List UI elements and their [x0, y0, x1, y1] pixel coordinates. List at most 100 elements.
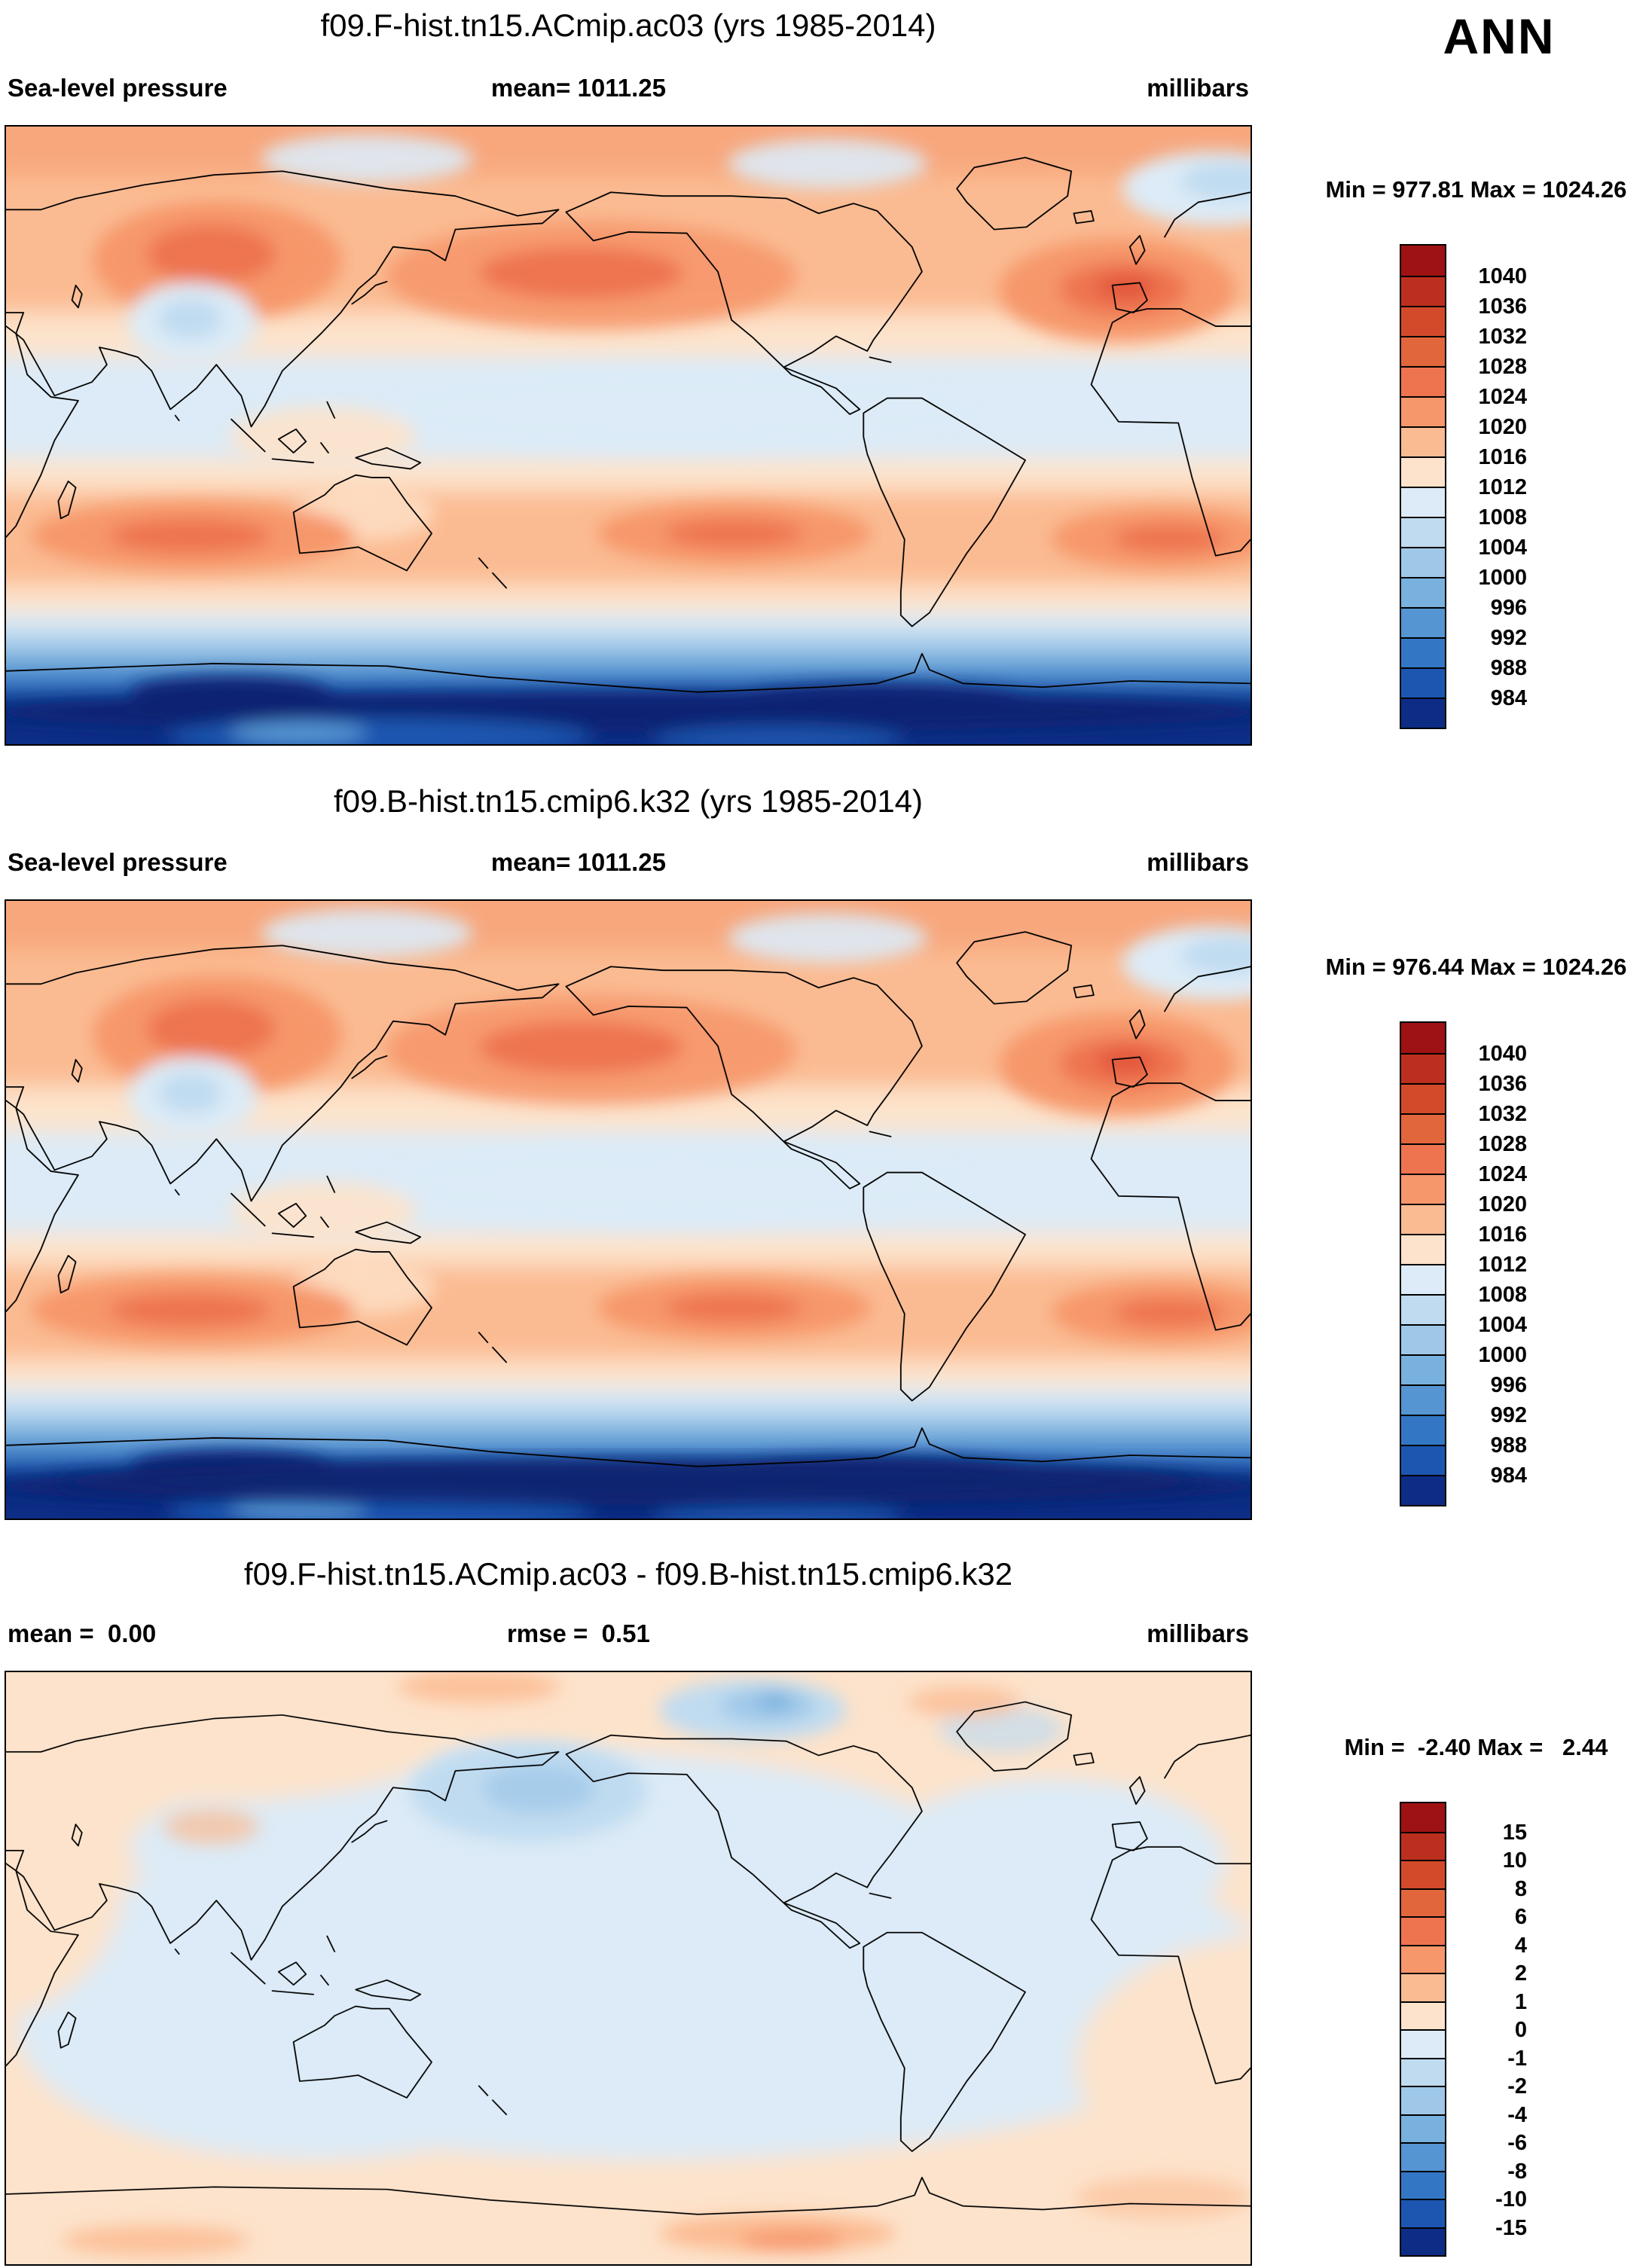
- colorbar-cells: [1400, 1021, 1446, 1506]
- colorbar-cell: [1401, 246, 1445, 276]
- colorbar-cell: [1401, 366, 1445, 396]
- difference-field: [6, 1672, 1250, 2264]
- colorbar-tick-label: 992: [1490, 1403, 1527, 1427]
- pressure-field-tweak: [56, 1458, 1201, 1504]
- panel2-subrow: Sea-level pressure mean= 1011.25 milliba…: [6, 848, 1250, 881]
- colorbar-cell: [1401, 2199, 1445, 2227]
- colorbar-cell: [1401, 607, 1445, 637]
- panel2-title: f09.B-hist.tn15.cmip6.k32 (yrs 1985-2014…: [333, 783, 924, 819]
- colorbar-cell: [1401, 1944, 1445, 1973]
- panel1-variable-label: Sea-level pressure: [8, 74, 228, 102]
- colorbar-cell: [1401, 1294, 1445, 1324]
- colorbar-tick-label: 1012: [1478, 1253, 1527, 1277]
- colorbar-tick-label: 984: [1490, 686, 1527, 710]
- colorbar-tick-label: 1024: [1478, 1162, 1527, 1186]
- colorbar-tick-label: 1000: [1478, 566, 1527, 590]
- colorbar-tick-label: 8: [1514, 1876, 1527, 1901]
- colorbar-tick-label: 1020: [1478, 415, 1527, 439]
- colorbar-tick-label: 1036: [1478, 1072, 1527, 1096]
- colorbar-tick-label: 6: [1514, 1905, 1527, 1929]
- panel1-mean-label: mean= 1011.25: [490, 74, 666, 102]
- colorbar-cell: [1401, 1445, 1445, 1475]
- colorbar-tick-label: 988: [1490, 656, 1527, 680]
- colorbar-cells: [1400, 1802, 1446, 2257]
- colorbar-cell: [1401, 2001, 1445, 2029]
- colorbar-cell: [1401, 547, 1445, 577]
- colorbar-tick-label: -6: [1507, 2131, 1527, 2155]
- colorbar-cell: [1401, 1143, 1445, 1174]
- pressure-map-canvas-2: [6, 901, 1250, 1519]
- colorbar-tick-label: -8: [1507, 2159, 1527, 2184]
- colorbar-cell: [1401, 667, 1445, 697]
- colorbar-tick-label: 1008: [1478, 1283, 1527, 1307]
- colorbar-tick-label: 1016: [1478, 1223, 1527, 1247]
- season-label: ANN: [1443, 8, 1556, 64]
- colorbar-tick-label: 1004: [1478, 1313, 1527, 1337]
- colorbar-cell: [1401, 1384, 1445, 1415]
- colorbar-cell: [1401, 1174, 1445, 1204]
- colorbar-cell: [1401, 336, 1445, 366]
- colorbar-tick-label: -1: [1507, 2046, 1527, 2071]
- colorbar-cell: [1401, 1324, 1445, 1354]
- panel2-colorbar: 1040 1036 1032 1028 1024 1020 1016 1012 1008 1004…: [1400, 1021, 1527, 1506]
- panel3-colorbar: 15 10 8 6 4 2 1 0 -1 -2 -4 -6 -8 -10 -15: [1400, 1802, 1527, 2257]
- colorbar-cell: [1401, 2227, 1445, 2255]
- colorbar-tick-label: 992: [1490, 626, 1527, 650]
- colorbar-cell: [1401, 306, 1445, 336]
- panel2-mean-label: mean= 1011.25: [490, 848, 666, 876]
- panel1-units-label: millibars: [1147, 74, 1249, 102]
- colorbar-tick-label: 1032: [1478, 325, 1527, 349]
- colorbar-cell: [1401, 2086, 1445, 2114]
- colorbar-tick-label: 996: [1490, 596, 1527, 620]
- colorbar-cell: [1401, 1475, 1445, 1505]
- colorbar-cell: [1401, 456, 1445, 487]
- colorbar-cell: [1401, 396, 1445, 426]
- colorbar-tick-label: 988: [1490, 1433, 1527, 1458]
- colorbar-cell: [1401, 1204, 1445, 1234]
- colorbar-tick-label: 1012: [1478, 475, 1527, 499]
- colorbar-tick-label: 1032: [1478, 1102, 1527, 1126]
- panel2-variable-label: Sea-level pressure: [8, 848, 228, 876]
- colorbar-tick-label: 1016: [1478, 445, 1527, 469]
- colorbar-cell: [1401, 1354, 1445, 1384]
- colorbar-tick-label: 1028: [1478, 355, 1527, 379]
- colorbar-tick-label: 1036: [1478, 295, 1527, 319]
- colorbar-cell: [1401, 487, 1445, 517]
- colorbar-tick-label: 1008: [1478, 505, 1527, 530]
- colorbar-cell: [1401, 1860, 1445, 1888]
- colorbar-cell: [1401, 1023, 1445, 1053]
- colorbar-cells: [1400, 244, 1446, 729]
- colorbar-cell: [1401, 2142, 1445, 2171]
- colorbar-tick-label: -15: [1495, 2215, 1527, 2240]
- colorbar-tick-label: 984: [1490, 1464, 1527, 1488]
- panel3-title: f09.F-hist.tn15.ACmip.ac03 - f09.B-hist.…: [243, 1556, 1013, 1592]
- colorbar-cell: [1401, 517, 1445, 547]
- colorbar-tick-label: 15: [1502, 1820, 1527, 1845]
- colorbar-cell: [1401, 1113, 1445, 1143]
- colorbar-tick-label: 1040: [1478, 1042, 1527, 1066]
- panel2-map: [5, 899, 1252, 1520]
- colorbar-cell: [1401, 2057, 1445, 2086]
- colorbar-cell: [1401, 637, 1445, 667]
- panel2-minmax: Min = 976.44 Max = 1024.26: [1325, 954, 1627, 980]
- colorbar-cell: [1401, 577, 1445, 607]
- panel3-minmax: Min = -2.40 Max = 2.44: [1344, 1734, 1608, 1760]
- colorbar-tick-label: 1004: [1478, 536, 1527, 560]
- colorbar-cell: [1401, 1053, 1445, 1083]
- panel3-map: [5, 1671, 1252, 2266]
- colorbar-tick-label: 1024: [1478, 385, 1527, 409]
- colorbar-cell: [1401, 1415, 1445, 1445]
- difference-map-canvas: [6, 1672, 1250, 2264]
- pressure-map-canvas-1: [6, 127, 1250, 744]
- colorbar-cell: [1401, 1973, 1445, 2001]
- panel1-colorbar: 1040 1036 1032 1028 1024 1020 1016 1012 1008 1004…: [1400, 244, 1527, 729]
- colorbar-cell: [1401, 1803, 1445, 1832]
- panel3-subrow: mean = 0.00 rmse = 0.51 millibars: [6, 1619, 1250, 1653]
- colorbar-cell: [1401, 1888, 1445, 1916]
- colorbar-cell: [1401, 2029, 1445, 2058]
- panel1-title: f09.F-hist.tn15.ACmip.ac03 (yrs 1985-201…: [320, 8, 936, 43]
- colorbar-cell: [1401, 2170, 1445, 2199]
- panel2-units-label: millibars: [1147, 848, 1249, 876]
- colorbar-cell: [1401, 2114, 1445, 2142]
- colorbar-cell: [1401, 426, 1445, 456]
